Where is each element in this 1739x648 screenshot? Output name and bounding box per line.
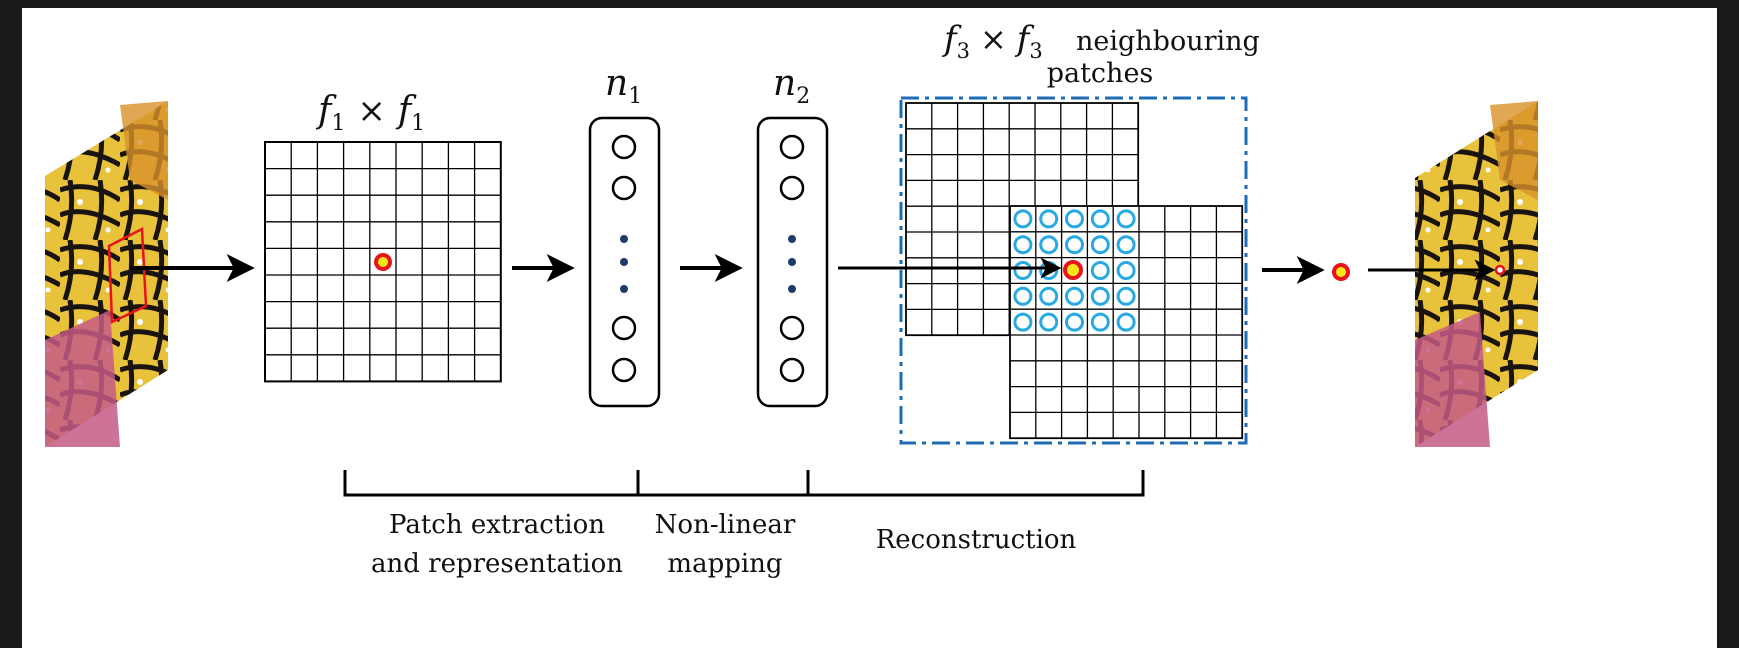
- overlap-circles: [1013, 209, 1136, 332]
- stage-label-non-linear-line1: Non-linear: [655, 510, 796, 540]
- overlap-circle: [1090, 286, 1110, 306]
- overlap-circle: [1090, 312, 1110, 332]
- n2-node: [779, 357, 805, 383]
- overlap-circle: [1013, 286, 1033, 306]
- neighbourhood-dashed-box: [899, 96, 1248, 445]
- n2-dot: [788, 258, 796, 266]
- n2-dot: [788, 285, 796, 293]
- patches-label: patches: [1047, 58, 1154, 89]
- n1-node: [611, 315, 637, 341]
- n1-node: [611, 357, 637, 383]
- overlap-circle: [1090, 235, 1110, 255]
- overlap-circle: [1065, 312, 1084, 332]
- overlap-circle: [1065, 209, 1084, 229]
- overlap-circle: [1013, 261, 1033, 280]
- overlap-circle: [1116, 312, 1136, 332]
- overlap-circle: [1090, 261, 1110, 280]
- n1-label: n1: [605, 63, 642, 109]
- n2-node: [779, 175, 805, 201]
- overlap-circle: [1116, 261, 1136, 280]
- overlap-circle: [1039, 209, 1059, 229]
- overlap-circle: [1039, 312, 1059, 332]
- stage-label-patch-extraction-line2: and representation: [371, 549, 623, 579]
- overlap-circle: [1039, 286, 1059, 306]
- stage-label-patch-extraction-line1: Patch extraction: [389, 510, 605, 540]
- overlap-circle: [1013, 209, 1033, 229]
- n2-node: [779, 134, 805, 160]
- reconstruction-center-pixel: [1063, 260, 1083, 280]
- n2-node: [779, 315, 805, 341]
- n1-node: [611, 134, 637, 160]
- bracket-reconstruction: [808, 470, 1145, 497]
- overlap-circle: [1116, 286, 1136, 306]
- n2-label: n2: [773, 63, 810, 109]
- neighbouring-label: neighbouring: [1076, 26, 1260, 57]
- n1-feature-vector: [588, 116, 661, 408]
- overlap-circle: [1090, 209, 1110, 229]
- overlap-circle: [1116, 235, 1136, 255]
- output-pixel: [1332, 263, 1350, 281]
- f3-label: f3 × f3: [941, 19, 1043, 63]
- n1-dot: [620, 235, 628, 243]
- patch-window: [107, 227, 148, 324]
- n2-dot: [788, 235, 796, 243]
- output-image-pixel: [1494, 264, 1506, 276]
- patch-grid-bottom-right: [1009, 205, 1244, 440]
- stage-label-non-linear-line2: mapping: [667, 549, 782, 579]
- overlap-circle: [1065, 286, 1084, 306]
- f1-center-pixel: [374, 253, 392, 271]
- overlap-circle: [1013, 235, 1033, 255]
- overlap-circle: [1039, 235, 1059, 255]
- overlap-circle: [1116, 209, 1136, 229]
- bracket-patch-extraction: [343, 470, 640, 497]
- low-res-image: [45, 101, 168, 447]
- n1-node: [611, 175, 637, 201]
- overlap-circle: [1013, 312, 1033, 332]
- n1-dot: [620, 285, 628, 293]
- stage-label-reconstruction: Reconstruction: [876, 525, 1077, 555]
- overlap-circle: [1065, 235, 1084, 255]
- n1-dot: [620, 258, 628, 266]
- n2-feature-vector: [756, 116, 829, 408]
